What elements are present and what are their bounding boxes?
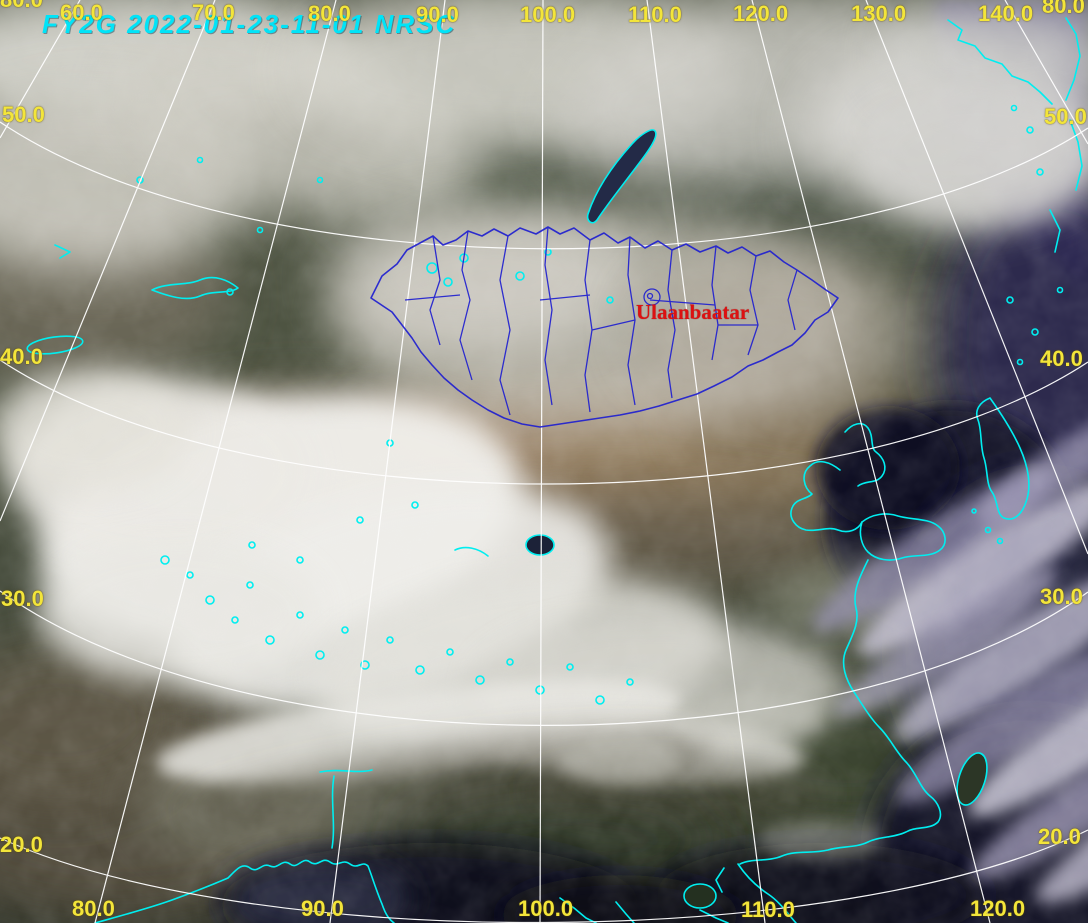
coastline-layer xyxy=(26,17,1083,923)
lake-baikal xyxy=(586,129,657,224)
lake-issyk-kul xyxy=(26,335,84,355)
parallel-50n xyxy=(0,121,1088,250)
vietnam-coast xyxy=(737,863,797,923)
korea-coastline xyxy=(975,397,1030,520)
meridian-90e xyxy=(329,0,446,923)
parallel-40n xyxy=(0,359,1088,485)
bengal-delta-coast xyxy=(94,859,395,923)
parallel-30n xyxy=(0,590,1088,726)
mongolia-outline xyxy=(370,226,839,428)
ganges-river xyxy=(319,769,373,849)
meridian-110e xyxy=(646,0,766,923)
lake-balkhash xyxy=(151,276,239,300)
meridian-130e xyxy=(865,0,1088,555)
taiwan-island xyxy=(956,752,988,806)
meridian-140e xyxy=(1004,0,1088,145)
bohai-coast xyxy=(790,460,863,533)
shandong-coast xyxy=(859,513,946,561)
meridian-100e xyxy=(539,0,544,923)
lop-nur-lake xyxy=(525,534,555,556)
meridian-80e xyxy=(94,0,337,923)
hainan-island xyxy=(683,883,717,909)
mongolia-provinces xyxy=(404,226,798,416)
meridian-70e xyxy=(0,0,216,522)
meridian-120e xyxy=(751,0,991,923)
meridian-60e xyxy=(0,0,81,139)
mongolia-border xyxy=(370,226,839,428)
china-east-coast xyxy=(739,559,942,865)
